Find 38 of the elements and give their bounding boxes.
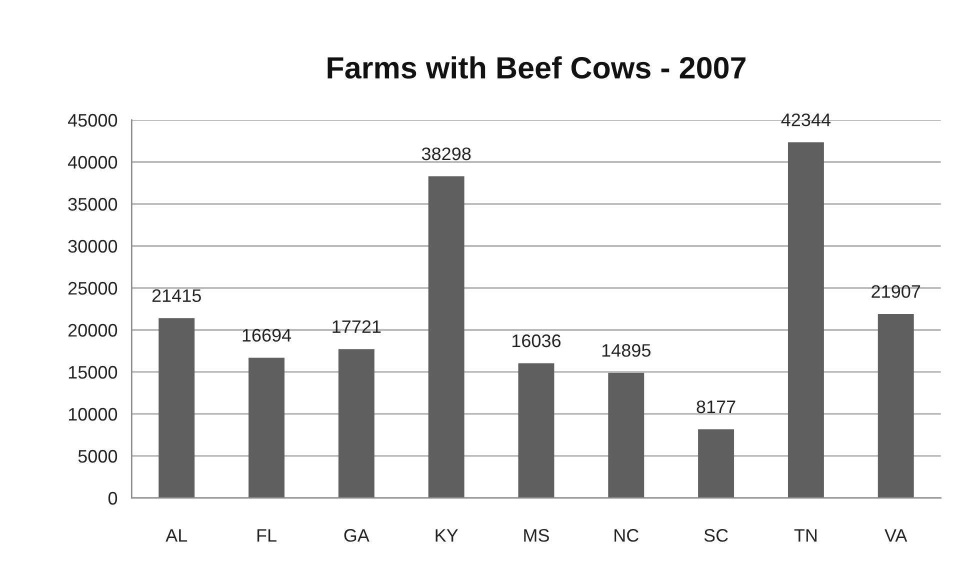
bar: [428, 176, 464, 498]
bar: [608, 372, 644, 498]
data-label: 16694: [242, 328, 292, 342]
data-label: 38298: [422, 147, 471, 160]
data-label: 16036: [512, 334, 561, 348]
y-tick-label: 0: [108, 492, 118, 505]
data-label: 42344: [781, 113, 831, 126]
data-label: 21415: [152, 289, 201, 302]
y-tick-label: 30000: [68, 240, 118, 253]
x-tick-label: KY: [436, 529, 458, 542]
data-label: 21907: [872, 285, 920, 298]
data-label: 8177: [696, 400, 736, 414]
x-tick-label: VA: [884, 529, 908, 542]
x-tick-label: AL: [166, 529, 188, 542]
bar: [788, 142, 824, 498]
bar: [698, 429, 734, 498]
data-label: 17721: [332, 320, 381, 333]
y-tick-label: 45000: [68, 114, 118, 127]
y-tick-label: 40000: [68, 156, 118, 169]
bar: [878, 314, 914, 498]
y-tick-label: 25000: [68, 282, 118, 295]
y-tick-label: 20000: [68, 324, 118, 337]
y-tick-label: 35000: [68, 198, 118, 211]
x-tick-label: GA: [344, 529, 370, 542]
x-tick-label: TN: [794, 529, 817, 542]
bar: [518, 363, 554, 498]
data-label: 14895: [602, 344, 650, 357]
bar: [248, 358, 284, 498]
bar: [158, 318, 195, 498]
x-tick-label: SC: [704, 529, 728, 542]
y-tick-label: 10000: [68, 408, 118, 421]
x-tick-label: MS: [524, 529, 549, 542]
bar: [338, 349, 374, 498]
y-tick-label: 15000: [68, 366, 118, 379]
chart-title: Farms with Beef Cows - 2007: [328, 56, 746, 79]
x-tick-label: FL: [257, 529, 276, 542]
x-tick-label: NC: [614, 529, 638, 542]
y-tick-label: 5000: [78, 450, 118, 463]
